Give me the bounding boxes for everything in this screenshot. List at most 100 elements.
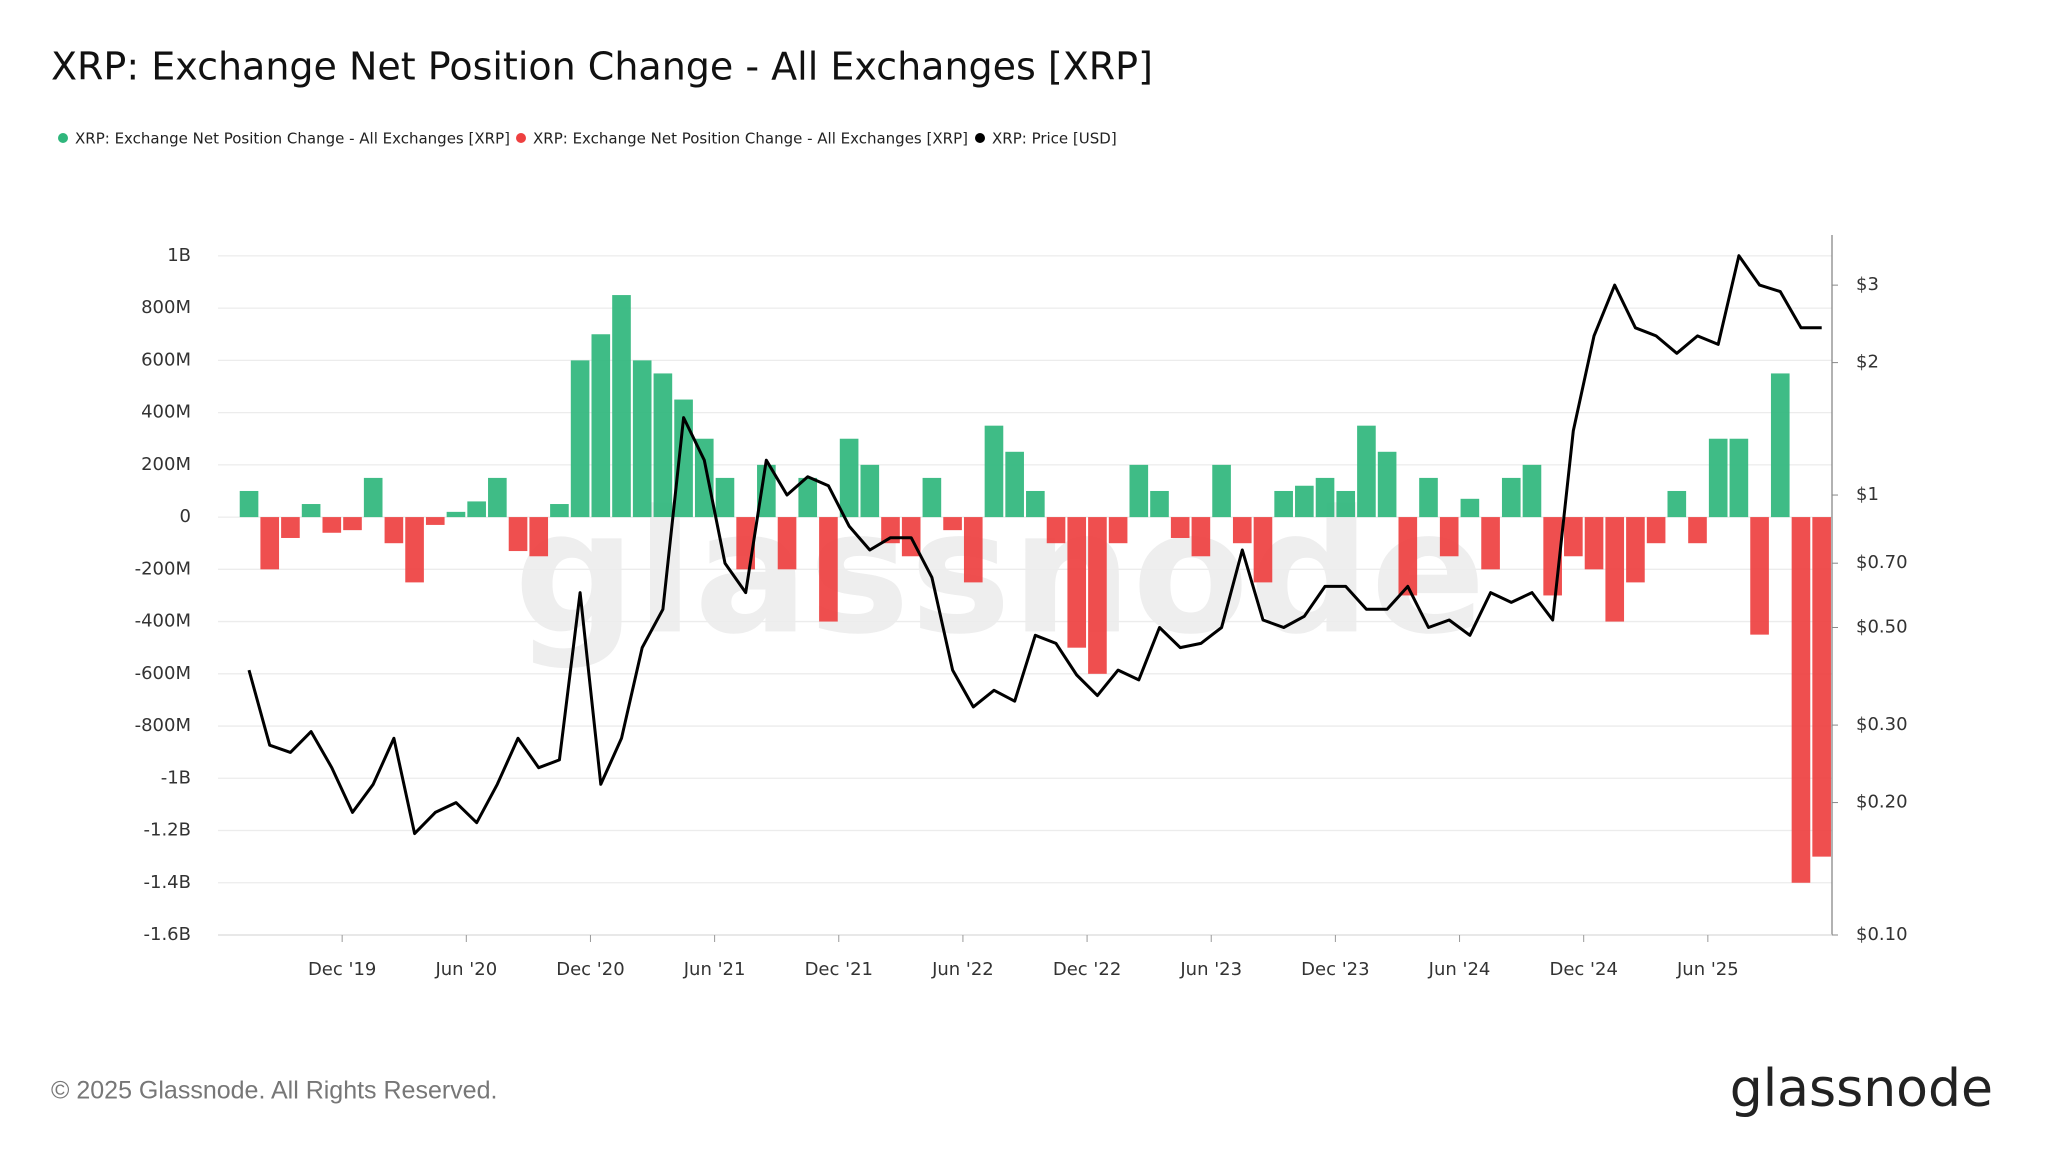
- netflow-bar: [1005, 451, 1024, 518]
- netflow-bar: [1791, 517, 1811, 883]
- y2-tick-label: $0.10: [1856, 924, 1908, 945]
- netflow-bar: [301, 504, 321, 518]
- legend-marker: [516, 133, 526, 143]
- y2-tick-label: $3: [1856, 274, 1879, 295]
- x-tick-label: Dec '24: [1549, 959, 1617, 980]
- legend-label: XRP: Exchange Net Position Change - All …: [75, 130, 510, 148]
- x-tick-label: Jun '25: [1676, 959, 1739, 980]
- netflow-bar: [1419, 477, 1438, 518]
- netflow-bar: [1336, 490, 1356, 518]
- y-tick-label: 400M: [141, 402, 191, 423]
- x-tick-label: Jun '21: [683, 959, 746, 980]
- copyright: © 2025 Glassnode. All Rights Reserved.: [51, 1077, 497, 1105]
- netflow-bar: [632, 360, 652, 518]
- x-tick-label: Dec '23: [1301, 959, 1369, 980]
- netflow-bar: [860, 464, 880, 518]
- netflow-bar: [798, 477, 818, 518]
- x-tick-label: Jun '24: [1428, 959, 1491, 980]
- netflow-bar: [239, 490, 259, 518]
- netflow-bar: [1026, 490, 1045, 518]
- netflow-bar: [1212, 464, 1231, 518]
- y-tick-label: -1B: [161, 767, 191, 788]
- x-tick-label: Dec '21: [805, 959, 873, 980]
- netflow-bar: [1501, 477, 1521, 518]
- logo: glassnode: [1730, 1059, 1993, 1119]
- netflow-bar: [777, 517, 797, 570]
- netflow-bar: [612, 295, 631, 518]
- netflow-bar: [260, 517, 280, 570]
- netflow-bar: [1129, 464, 1149, 518]
- netflow-bar: [943, 517, 962, 531]
- x-tick-label: Jun '20: [434, 959, 497, 980]
- y-tick-label: -800M: [135, 715, 191, 736]
- x-tick-label: Jun '22: [931, 959, 994, 980]
- legend-label: XRP: Exchange Net Position Change - All …: [533, 130, 968, 148]
- y-tick-label: -200M: [135, 558, 191, 579]
- netflow-bar: [1770, 373, 1790, 518]
- netflow-bar: [1295, 485, 1314, 518]
- y-tick-label: -1.4B: [144, 872, 191, 893]
- netflow-bar: [1377, 451, 1397, 518]
- y2-tick-label: $0.30: [1856, 714, 1908, 735]
- netflow-bar: [467, 501, 486, 518]
- y-tick-label: 200M: [141, 454, 191, 475]
- legend-label: XRP: Price [USD]: [992, 130, 1117, 148]
- netflow-bar: [1108, 517, 1128, 544]
- netflow-bar: [1150, 490, 1169, 518]
- y-tick-label: 0: [180, 506, 191, 527]
- netflow-bar: [281, 517, 300, 538]
- netflow-bar: [1046, 517, 1066, 544]
- y2-tick-label: $0.70: [1856, 552, 1908, 573]
- netflow-bar: [1729, 438, 1749, 518]
- netflow-bar: [446, 511, 466, 518]
- chart-title: XRP: Exchange Net Position Change - All …: [51, 45, 1153, 89]
- netflow-bar: [1812, 517, 1831, 857]
- netflow-bar: [570, 360, 590, 518]
- y-tick-label: -1.2B: [144, 820, 191, 841]
- netflow-bar: [1398, 517, 1418, 596]
- netflow-bar: [922, 477, 942, 518]
- y-tick-label: 1B: [167, 245, 191, 266]
- y-tick-label: -600M: [135, 663, 191, 684]
- netflow-bar: [1357, 425, 1376, 518]
- y2-tick-label: $2: [1856, 352, 1879, 373]
- price-line: [247, 254, 1822, 836]
- netflow-bar: [757, 464, 776, 518]
- netflow-bar: [1708, 438, 1728, 518]
- y2-tick-label: $1: [1856, 484, 1879, 505]
- netflow-bar: [1667, 490, 1687, 518]
- netflow-bar: [984, 425, 1004, 518]
- y-tick-label: -400M: [135, 611, 191, 632]
- netflow-bar: [1067, 517, 1087, 648]
- legend-marker: [58, 133, 68, 143]
- netflow-bar: [1522, 464, 1542, 518]
- y-tick-label: 600M: [141, 349, 191, 370]
- netflow-bar: [1605, 517, 1625, 622]
- netflow-bar: [1088, 517, 1107, 674]
- x-tick-label: Jun '23: [1179, 959, 1242, 980]
- netflow-bar: [1688, 517, 1707, 544]
- netflow-bar: [508, 517, 528, 552]
- x-tick-label: Dec '20: [556, 959, 624, 980]
- netflow-bar: [1646, 517, 1666, 544]
- y2-tick-label: $0.50: [1856, 616, 1908, 637]
- netflow-bar: [839, 438, 859, 518]
- netflow-bar: [405, 517, 424, 583]
- netflow-bar: [1253, 517, 1273, 583]
- netflow-bar: [1460, 498, 1480, 518]
- netflow-bar: [1274, 490, 1293, 518]
- netflow-bar: [1564, 517, 1583, 557]
- y-tick-label: -1.6B: [144, 924, 191, 945]
- netflow-bar: [322, 517, 342, 533]
- y2-tick-label: $0.20: [1856, 792, 1908, 813]
- netflow-bar: [1626, 517, 1645, 583]
- netflow-bar: [1315, 477, 1335, 518]
- netflow-bar: [694, 438, 714, 518]
- netflow-bar: [488, 477, 507, 518]
- x-tick-label: Dec '22: [1053, 959, 1121, 980]
- netflow-bar: [1439, 517, 1459, 557]
- netflow-bar: [1750, 517, 1769, 635]
- legend-marker: [975, 133, 985, 143]
